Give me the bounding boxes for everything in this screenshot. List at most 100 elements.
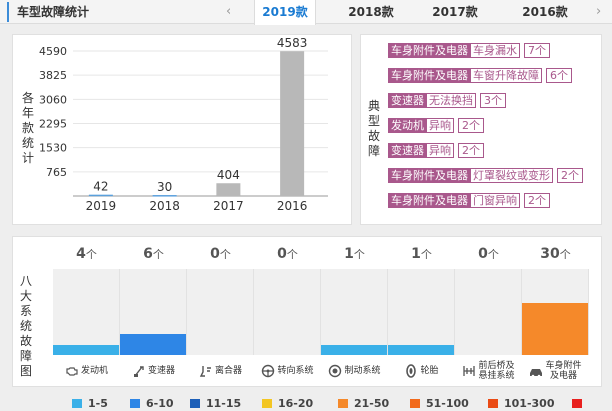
- system-label[interactable]: 发动机: [53, 357, 120, 385]
- fault-count: 2个: [524, 193, 550, 208]
- bar-2019: [88, 194, 113, 197]
- fault-item[interactable]: 车身附件及电器 灯罩裂纹或变形 2个: [388, 168, 583, 183]
- system-count-unit: 个: [152, 248, 164, 261]
- y-tick-label: 3825: [39, 69, 67, 82]
- fault-category[interactable]: 变速器: [388, 93, 427, 108]
- bar-2018: [152, 195, 177, 197]
- legend-item: 101-300: [488, 397, 555, 410]
- bar-2017: [216, 183, 241, 196]
- system-name: 变速器: [147, 366, 175, 376]
- label-char: 故: [19, 334, 32, 348]
- system-count-value: 0: [210, 246, 220, 262]
- system-bar-area[interactable]: [53, 269, 120, 355]
- system-name: 转向系统: [277, 366, 314, 376]
- fault-category[interactable]: 变速器: [388, 143, 427, 158]
- system-label[interactable]: 车身附件 及电器: [522, 357, 589, 385]
- system-label[interactable]: 前后桥及 悬挂系统: [455, 357, 522, 385]
- system-count-unit: 个: [559, 248, 571, 261]
- chevron-right-icon[interactable]: ›: [596, 4, 602, 19]
- fault-name[interactable]: 灯罩裂纹或变形: [471, 168, 553, 183]
- system-count-value: 6: [143, 246, 153, 262]
- system-bar[interactable]: [321, 344, 387, 355]
- tab-2016[interactable]: 2016款: [522, 5, 568, 19]
- system-bar-area[interactable]: [455, 269, 522, 355]
- label-char: 障: [19, 349, 32, 363]
- system-count: 4个: [53, 244, 120, 264]
- system-bar-area[interactable]: [321, 269, 388, 355]
- fault-item[interactable]: 变速器 异响 2个: [388, 143, 484, 158]
- fault-name[interactable]: 异响: [427, 143, 454, 158]
- tab-2018[interactable]: 2018款: [348, 5, 394, 19]
- legend-swatch: [72, 398, 82, 408]
- system-bar-area[interactable]: [388, 269, 455, 355]
- bar-value-label: 42: [93, 180, 108, 194]
- x-tick-label: 2018: [149, 199, 180, 213]
- year-stats-panel: 各年款统计 765 1530 2295 3060 3825 4590 42 2019 30 201…: [12, 34, 352, 225]
- system-bar[interactable]: [120, 334, 186, 355]
- y-tick-label: 3060: [39, 93, 67, 106]
- system-label[interactable]: 轮胎: [388, 357, 455, 385]
- fault-item[interactable]: 车身附件及电器 门窗异响 2个: [388, 193, 550, 208]
- system-bar[interactable]: [522, 303, 588, 355]
- fault-item[interactable]: 车身附件及电器 车窗升降故障 6个: [388, 68, 572, 83]
- fault-name[interactable]: 异响: [427, 118, 454, 133]
- system-bar-area[interactable]: [120, 269, 187, 355]
- system-label[interactable]: 变速器: [120, 357, 187, 385]
- system-bar[interactable]: [388, 344, 454, 355]
- fault-item[interactable]: 车身附件及电器 车身漏水 7个: [388, 43, 550, 58]
- x-tick-label: 2016: [277, 199, 308, 213]
- fault-name[interactable]: 门窗异响: [471, 193, 520, 208]
- system-name: 发动机: [80, 366, 108, 376]
- gearbox-icon: [132, 364, 146, 378]
- system-count-unit: 个: [487, 248, 499, 261]
- fault-category[interactable]: 车身附件及电器: [388, 68, 471, 83]
- engine-icon: [65, 364, 79, 378]
- system-label[interactable]: 转向系统: [254, 357, 321, 385]
- legend-item: 1-5: [72, 397, 108, 410]
- fault-name[interactable]: 车身漏水: [471, 43, 520, 58]
- tab-2019[interactable]: 2019款: [254, 0, 316, 25]
- brake-icon: [328, 364, 342, 378]
- system-count-value: 0: [478, 246, 488, 262]
- system-label[interactable]: 制动系统: [321, 357, 388, 385]
- axle-icon: [462, 364, 476, 378]
- fault-category[interactable]: 车身附件及电器: [388, 193, 471, 208]
- system-count-value: 0: [277, 246, 287, 262]
- system-label[interactable]: 离合器: [187, 357, 254, 385]
- legend-item: 51-100: [410, 397, 469, 410]
- label-char: 系: [19, 304, 32, 318]
- chevron-left-icon[interactable]: ‹: [226, 4, 232, 19]
- system-name: 离合器: [214, 366, 242, 376]
- system-bar-area[interactable]: [187, 269, 254, 355]
- system-count-value: 30: [540, 246, 560, 262]
- label-char: 统: [19, 319, 32, 333]
- fault-name[interactable]: 无法换挡: [427, 93, 476, 108]
- legend-swatch: [338, 398, 348, 408]
- legend-item: 11-15: [190, 397, 241, 410]
- fault-name[interactable]: 车窗升降故障: [471, 68, 542, 83]
- fault-count: 3个: [480, 93, 506, 108]
- legend-label: 16-20: [278, 396, 314, 410]
- fault-category[interactable]: 发动机: [388, 118, 427, 133]
- fault-category[interactable]: 车身附件及电器: [388, 43, 471, 58]
- system-count-unit: 个: [353, 248, 365, 261]
- fault-item[interactable]: 发动机 异响 2个: [388, 118, 484, 133]
- year-bar-chart: 765 1530 2295 3060 3825 4590 42 2019 30 2018 404 20…: [39, 36, 328, 213]
- system-count: 30个: [522, 244, 589, 264]
- typical-faults-panel: 典型故障 车身附件及电器 车身漏水 7个 车身附件及电器 车窗升降故障 6个 变速器 无法换挡…: [360, 34, 602, 225]
- system-bar[interactable]: [53, 344, 119, 355]
- system-count: 1个: [321, 244, 388, 264]
- fault-item[interactable]: 变速器 无法换挡 3个: [388, 93, 506, 108]
- tire-icon: [404, 364, 418, 378]
- label-char: 统: [21, 136, 34, 150]
- fault-count: 7个: [524, 43, 550, 58]
- legend-swatch: [130, 398, 140, 408]
- system-bar-area[interactable]: [522, 269, 589, 355]
- label-char: 大: [19, 289, 32, 303]
- system-bar-area[interactable]: [254, 269, 321, 355]
- system-count: 0个: [254, 244, 321, 264]
- tab-2017[interactable]: 2017款: [432, 5, 478, 19]
- fault-category[interactable]: 车身附件及电器: [388, 168, 471, 183]
- fault-count: 2个: [557, 168, 583, 183]
- system-count-unit: 个: [420, 248, 432, 261]
